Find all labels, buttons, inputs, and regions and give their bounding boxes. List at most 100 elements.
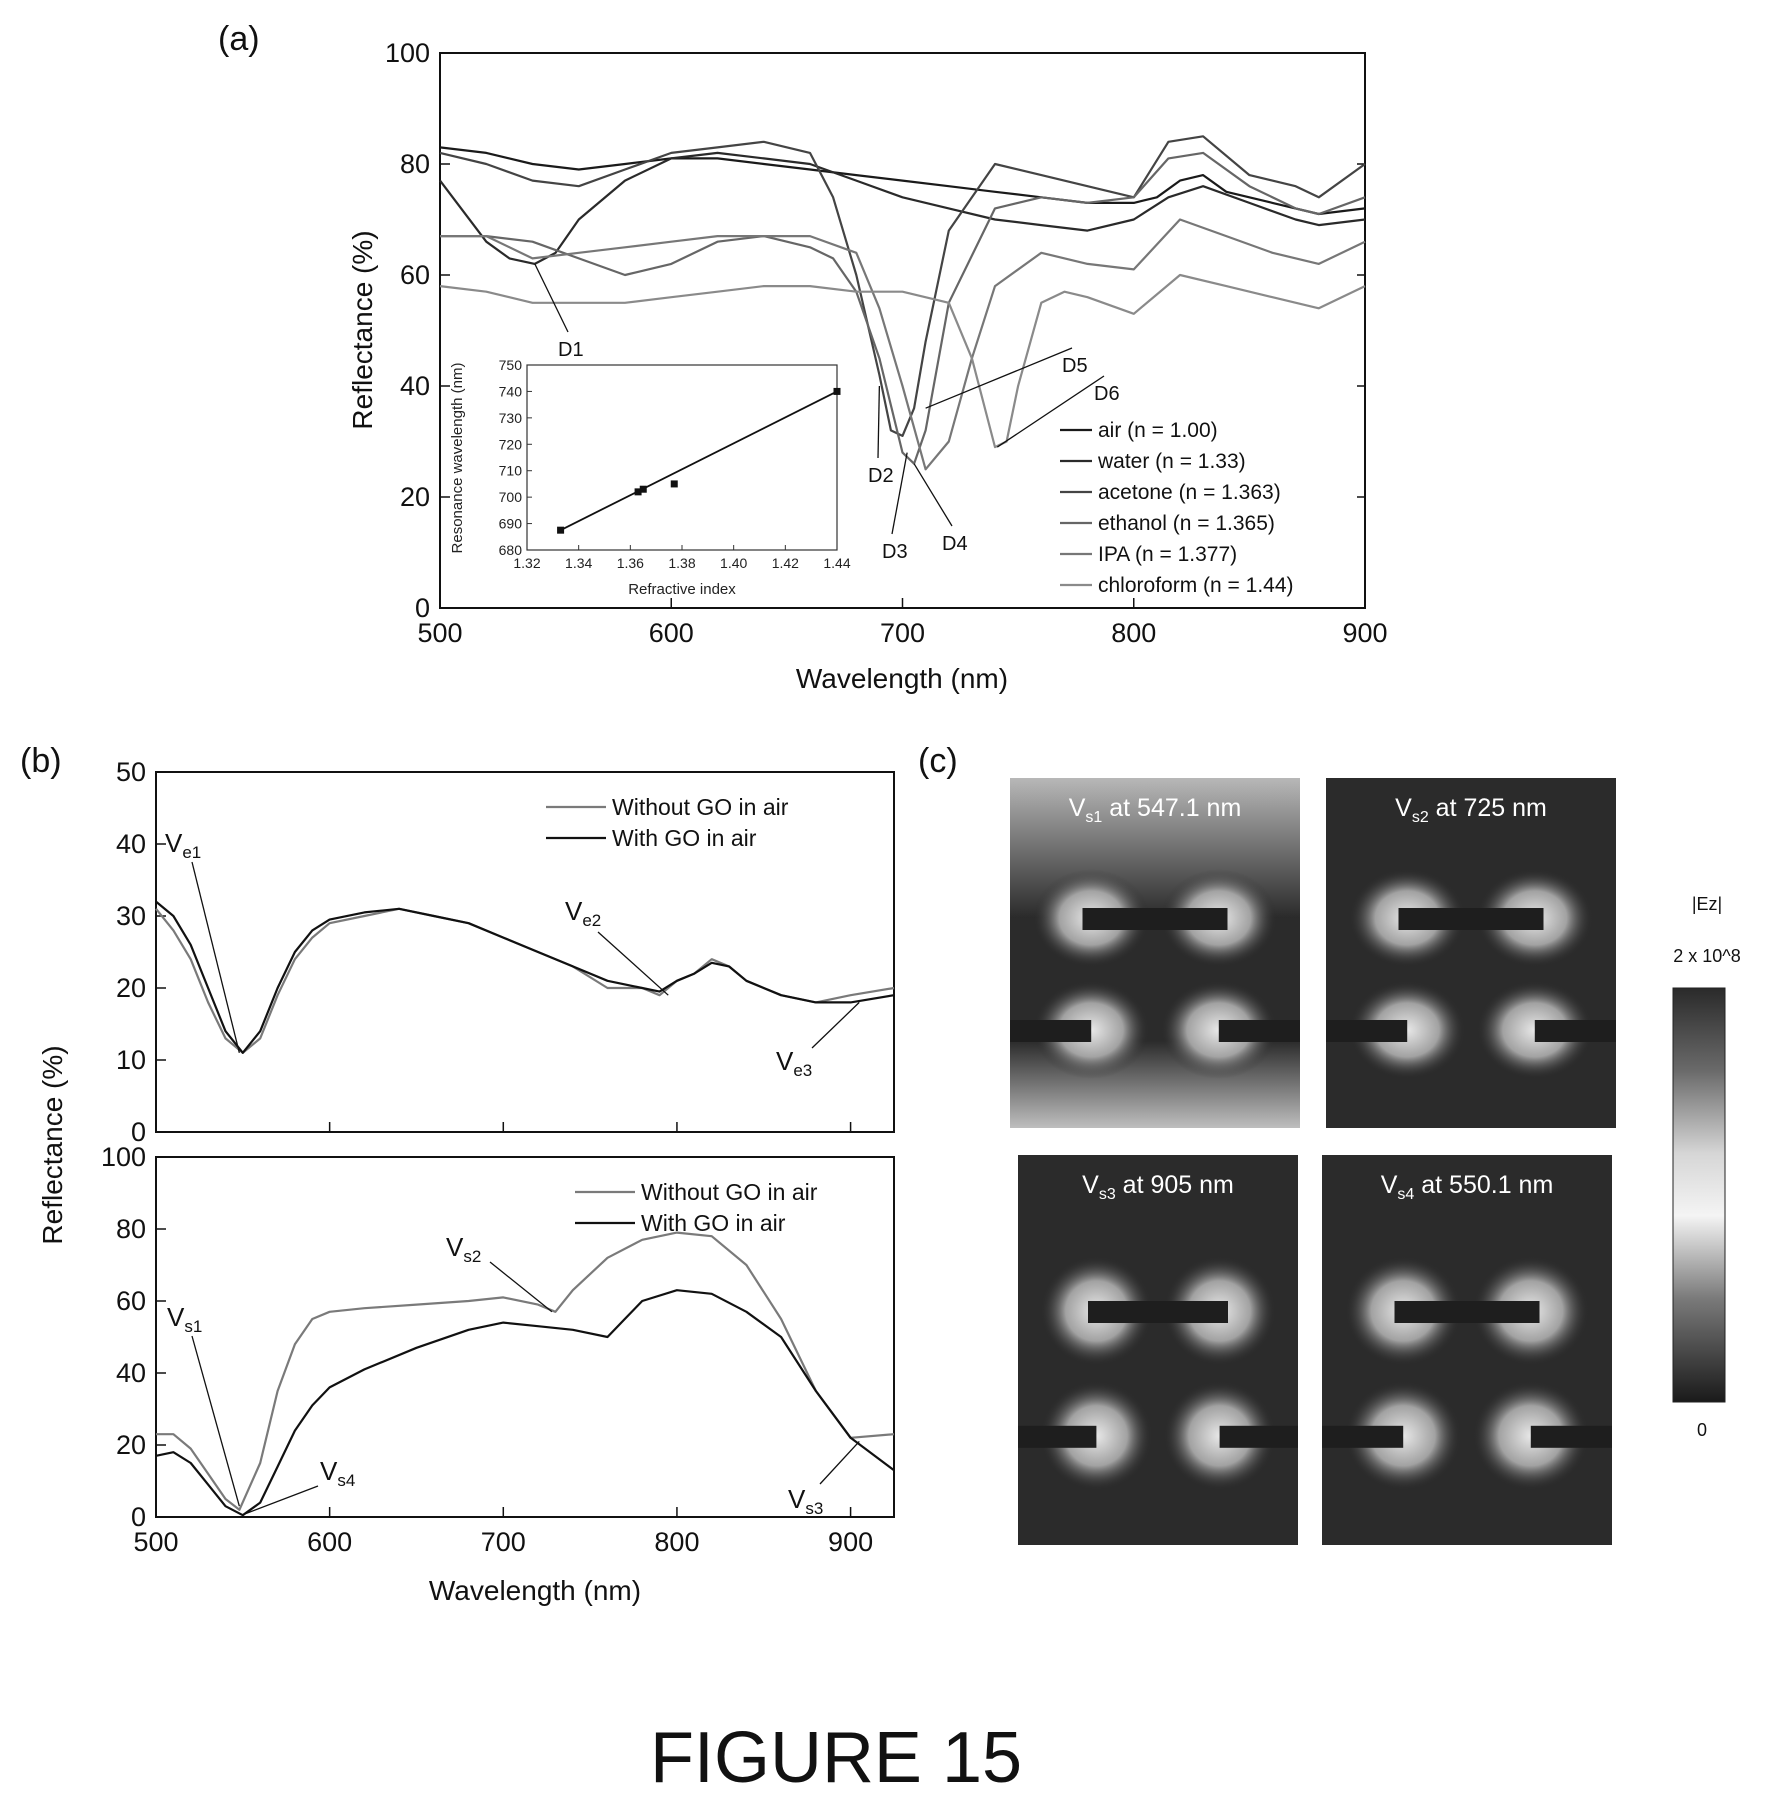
field-map-1: Vs1 at 547.1 nm [1010, 778, 1300, 1128]
chart-a-xtick-label: 900 [1342, 618, 1387, 648]
legend-a-label-4: ethanol (n = 1.365) [1098, 512, 1275, 535]
inset-ytick-label: 700 [499, 489, 523, 505]
chart-b-bottom-annotation-leader-s1 [191, 1335, 240, 1507]
field-maps: Vs1 at 547.1 nm Vs2 at 725 nm Vs3 at 905 n… [1010, 778, 1616, 1545]
inset-xtick-label: 1.38 [668, 555, 695, 571]
inset-xticks: 1.32 1.34 1.36 1.38 1.40 1.42 1.44 [513, 545, 851, 571]
chart-b-bottom-annotation-s2: Vs2 [446, 1232, 481, 1266]
field-bar-lower-right [1530, 1425, 1612, 1448]
chart-b-bottom-yticks: 0 20 40 60 80 100 [101, 1142, 166, 1532]
chart-b-bottom-xtick-label: 500 [133, 1527, 178, 1557]
annotation-d5: D5 [1062, 355, 1088, 377]
chart-b-bottom-annotation-leader-s3 [819, 1440, 860, 1485]
chart-b-bottom-xtick-label: 600 [307, 1527, 352, 1557]
chart-b-top-legend: Without GO in air With GO in air [546, 794, 789, 851]
chart-b-top-annotation-e3: Ve3 [776, 1046, 812, 1080]
field-map-3: Vs3 at 905 nm [1018, 1155, 1298, 1545]
chart-b-top-annotation-leader-e2 [597, 931, 669, 996]
chart-b-top-annotation-e2: Ve2 [565, 896, 601, 930]
inset-yticks: 680 690 700 710 720 730 740 750 [499, 357, 532, 558]
chart-b-top-ytick-label: 0 [131, 1117, 146, 1147]
chart-a-ytick-label: 80 [400, 149, 430, 179]
field-bar-upper [1088, 1301, 1228, 1323]
chart-b-bottom-legend-label-2: With GO in air [641, 1210, 786, 1236]
chart-b-top-series-line-2 [155, 900, 895, 1054]
inset-xtick-label: 1.44 [823, 555, 850, 571]
chart-a-series-line-3 [439, 135, 1366, 437]
chart-b-top-annotations: Ve1 Ve2 Ve3 [165, 828, 860, 1080]
chart-b-bottom-ytick-label: 40 [116, 1358, 146, 1388]
inset-xtick-label: 1.34 [565, 555, 592, 571]
chart-a-series-line-6 [439, 273, 1366, 449]
chart-b: 0 10 20 30 40 50 0 20 40 60 80 100 500 600 700 800 900… [37, 757, 895, 1606]
annotation-leader-d1 [534, 263, 569, 333]
chart-b-bottom-annotation-s4: Vs4 [320, 1456, 355, 1490]
chart-a-annotations: D1 D2 D3 D4 D5 D6 [534, 263, 1120, 563]
chart-b-bottom-ytick-label: 80 [116, 1214, 146, 1244]
chart-b-top-ytick-label: 30 [116, 901, 146, 931]
chart-a-xtick-label: 600 [649, 618, 694, 648]
chart-b-ylabel: Reflectance (%) [37, 1045, 68, 1244]
chart-b-bottom-annotation-s3: Vs3 [788, 1484, 823, 1518]
inset-ytick-label: 680 [499, 542, 523, 558]
chart-b-top-ytick-label: 50 [116, 757, 146, 787]
inset-ylabel: Resonance wavelength (nm) [449, 363, 466, 554]
chart-b-top-series-line-1 [155, 907, 895, 1054]
annotation-leader-d3 [891, 452, 908, 535]
inset-ytick-label: 690 [499, 516, 523, 532]
chart-a-ytick-label: 20 [400, 482, 430, 512]
field-map-title-2: Vs2 at 725 nm [1395, 794, 1547, 826]
annotation-d3: D3 [882, 541, 908, 563]
colorbar-max: 2 x 10^8 [1673, 946, 1741, 966]
chart-a-ytick-label: 100 [385, 38, 430, 68]
chart-b-bottom-series-line-2 [155, 1289, 895, 1517]
inset-ytick-label: 730 [499, 410, 523, 426]
annotation-d1: D1 [558, 339, 584, 361]
field-bar-lower-left [1010, 1020, 1092, 1042]
inset-point-2 [634, 488, 642, 496]
chart-a-legend: air (n = 1.00) water (n = 1.33) acetone (n… [1060, 419, 1294, 597]
chart-b-bottom-ytick-label: 60 [116, 1286, 146, 1316]
chart-a-xtick-label: 800 [1111, 618, 1156, 648]
chart-b-bottom-ytick-label: 20 [116, 1430, 146, 1460]
field-bar-upper [1398, 908, 1544, 930]
annotation-d4: D4 [942, 533, 968, 555]
chart-b-bottom-annotations: Vs1 Vs2 Vs3 Vs4 [167, 1232, 860, 1518]
inset-xtick-label: 1.42 [772, 555, 799, 571]
field-bar-lower-left [1326, 1020, 1408, 1042]
field-map-title-4: Vs4 at 550.1 nm [1381, 1171, 1554, 1203]
inset-fit-line [560, 390, 838, 531]
legend-a-label-3: acetone (n = 1.363) [1098, 481, 1281, 504]
chart-b-top-annotation-e1: Ve1 [165, 828, 201, 862]
chart-b-top-ytick-label: 40 [116, 829, 146, 859]
chart-b-top-series [155, 900, 895, 1054]
inset-point-5 [833, 387, 841, 395]
legend-a-label-1: air (n = 1.00) [1098, 419, 1218, 442]
chart-b-bottom-ytick-label: 0 [131, 1502, 146, 1532]
field-map-title-3: Vs3 at 905 nm [1082, 1171, 1234, 1203]
inset-point-4 [670, 480, 678, 488]
chart-a-series-line-5 [440, 218, 1366, 471]
inset-xtick-label: 1.40 [720, 555, 747, 571]
inset-ytick-label: 750 [499, 357, 523, 373]
chart-a-series-line-1 [439, 146, 1366, 216]
chart-b-bottom-annotation-leader-s4 [246, 1485, 319, 1515]
annotation-d6: D6 [1094, 383, 1120, 405]
inset-ytick-label: 720 [499, 436, 523, 452]
field-bar-lower-right [1219, 1425, 1298, 1448]
chart-b-top-legend-label-2: With GO in air [612, 825, 757, 851]
chart-a-xticks: 500 600 700 800 900 [417, 598, 1388, 648]
inset-xtick-label: 1.32 [513, 555, 540, 571]
panel-label-b: (b) [20, 742, 62, 780]
colorbar: |Ez| 2 x 10^8 0 [1672, 894, 1741, 1440]
colorbar-gradient [1672, 987, 1726, 1403]
legend-a-label-6: chloroform (n = 1.44) [1098, 574, 1294, 597]
legend-a-label-5: IPA (n = 1.377) [1098, 543, 1237, 566]
field-map-4: Vs4 at 550.1 nm [1322, 1155, 1612, 1545]
chart-b-bottom-series [155, 1231, 895, 1517]
chart-a-ylabel: Reflectance (%) [347, 230, 378, 429]
chart-b-top-annotation-leader-e3 [811, 1001, 860, 1049]
chart-b-bottom-legend: Without GO in air With GO in air [575, 1179, 818, 1236]
chart-a-series-line-4 [440, 151, 1366, 465]
chart-a-ytick-label: 40 [400, 371, 430, 401]
